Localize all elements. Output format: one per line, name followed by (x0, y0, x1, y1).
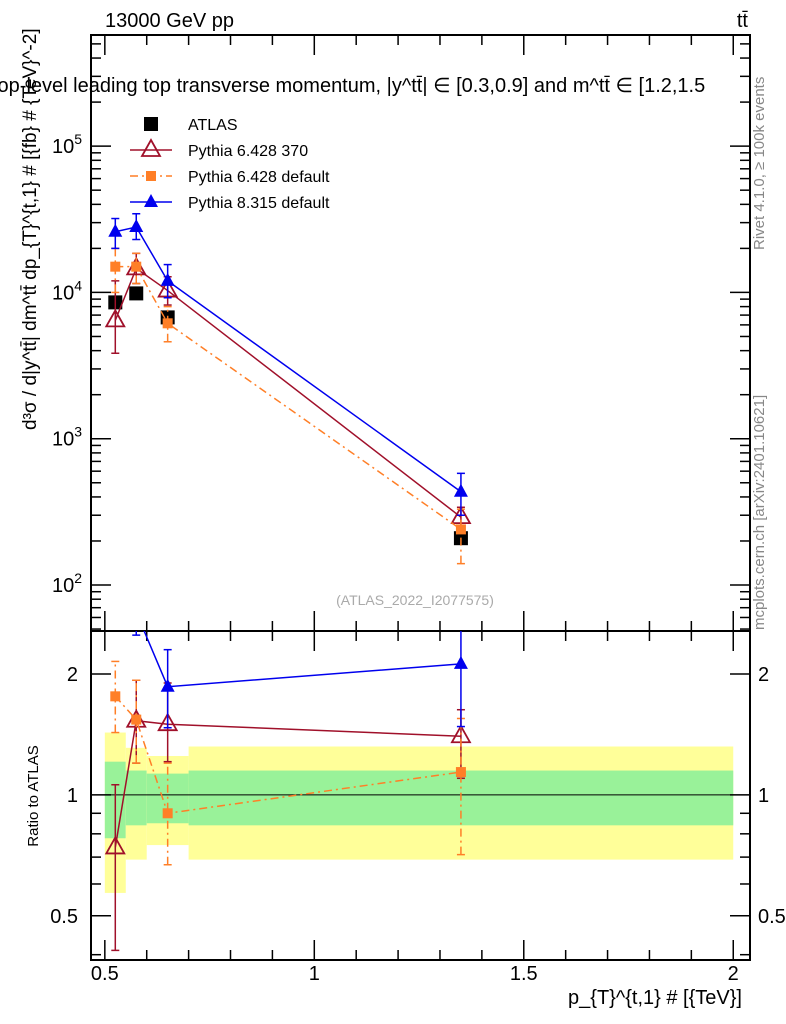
y-tick-label: 105 (52, 131, 82, 158)
x-axis-label: p_{T}^{t,1} # [{TeV}] (568, 987, 742, 1009)
data-point (110, 261, 121, 272)
ratio-point (453, 655, 468, 669)
rivet-label: Rivet 4.1.0, ≥ 100k events (751, 77, 768, 250)
ratio-line (143, 631, 461, 688)
ratio-y-tick-label-right: 0.5 (758, 906, 786, 928)
ratio-y-tick-label-right: 2 (758, 664, 769, 686)
ratio-point (129, 604, 143, 617)
x-tick-label: 1.5 (510, 963, 538, 985)
ratio-point (110, 691, 121, 702)
tick-exp: 2 (74, 570, 82, 586)
plot-title: top-level leading top transverse momentu… (0, 75, 705, 97)
data-point (129, 286, 144, 301)
tick-exp: 5 (74, 131, 82, 147)
y-tick-label: 103 (52, 424, 82, 451)
series-line (115, 265, 462, 531)
x-tick-label: 0.5 (91, 963, 119, 985)
legend-label: ATLAS (188, 117, 238, 134)
legend-label: Pythia 8.315 default (188, 195, 330, 212)
x-tick-label: 2 (728, 963, 739, 985)
data-point (129, 219, 144, 233)
series-line (115, 226, 462, 493)
ratio-point (131, 714, 142, 725)
data-point (160, 272, 175, 286)
ratio-point (104, 835, 126, 855)
ratio-y-tick-label: 1 (67, 785, 78, 807)
legend-marker (144, 194, 158, 207)
ratio-point (157, 712, 179, 732)
series-line (114, 267, 462, 518)
legend-label: Pythia 6.428 370 (188, 143, 308, 160)
main-series (104, 213, 472, 565)
data-point (104, 308, 126, 328)
ratio-ylabel: Ratio to ATLAS (25, 745, 42, 846)
ratio-y-tick-label: 0.5 (50, 906, 78, 928)
data-point (455, 524, 466, 535)
data-point (453, 483, 468, 497)
main-ylabel: d³σ / d|y^tt̄| dm^tt̄ dp_{T}^{t,1} # [{f… (20, 28, 41, 430)
ratio-point (108, 595, 122, 608)
y-tick-label: 102 (52, 570, 82, 597)
ratio-point (162, 808, 173, 819)
legend-marker (144, 117, 158, 131)
header-left: 13000 GeV pp (105, 10, 234, 32)
tick-exp: 4 (74, 277, 82, 293)
legend-marker (146, 171, 156, 181)
ratio-y-tick-label-right: 1 (758, 785, 769, 807)
y-tick-label: 104 (52, 277, 82, 304)
watermark: (ATLAS_2022_I2077575) (336, 592, 494, 608)
legend-label: Pythia 6.428 default (188, 169, 330, 186)
data-point (108, 223, 123, 237)
mcplots-label: mcplots.cern.ch [arXiv:2401.10621] (751, 395, 768, 630)
data-point (162, 318, 173, 329)
x-tick-label: 1 (309, 963, 320, 985)
band-stat (125, 770, 147, 826)
tick-exp: 3 (74, 424, 82, 440)
ratio-y-tick-label: 2 (67, 664, 78, 686)
legend-marker (140, 138, 162, 157)
ratio-line (114, 719, 461, 848)
header-right: tt̄ (737, 10, 749, 32)
ratio-point (455, 767, 466, 778)
data-point (131, 261, 142, 272)
ratio-point (160, 678, 175, 692)
ratio-series (104, 595, 472, 952)
